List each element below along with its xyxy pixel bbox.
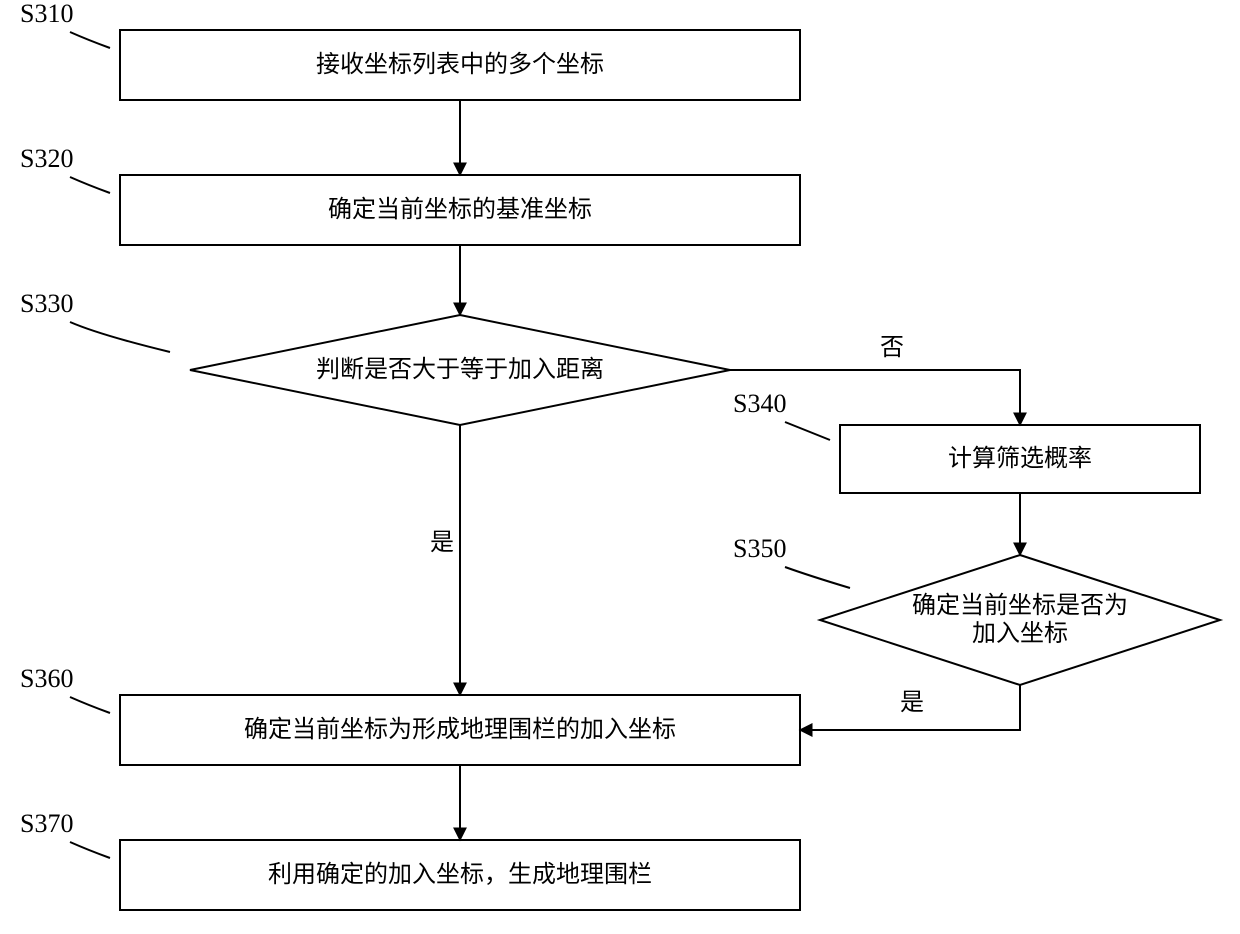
label-connector-s360: [70, 697, 110, 713]
step-label-s370: S370: [20, 809, 73, 838]
step-label-s330: S330: [20, 289, 73, 318]
node-text-s330: 判断是否大于等于加入距离: [316, 356, 604, 383]
node-s370: 利用确定的加入坐标，生成地理围栏 S370: [20, 809, 800, 910]
label-connector-s370: [70, 842, 110, 858]
node-s340: 计算筛选概率 S340: [733, 389, 1200, 493]
node-text-s360: 确定当前坐标为形成地理围栏的加入坐标: [244, 716, 676, 743]
flowchart-canvas: 接收坐标列表中的多个坐标 S310 确定当前坐标的基准坐标 S320 判断是否大于等于加…: [0, 0, 1240, 934]
label-connector-s330: [70, 322, 170, 352]
node-s350: 确定当前坐标是否为加入坐标S350: [733, 534, 1220, 685]
step-label-s340: S340: [733, 389, 786, 418]
node-s330: 判断是否大于等于加入距离 S330: [20, 289, 730, 425]
node-text-s310: 接收坐标列表中的多个坐标: [316, 51, 604, 78]
label-connector-s320: [70, 177, 110, 193]
step-label-s320: S320: [20, 144, 73, 173]
edge-label-s330-s360: 是: [430, 530, 454, 556]
label-connector-s310: [70, 32, 110, 48]
node-s360: 确定当前坐标为形成地理围栏的加入坐标 S360: [20, 664, 800, 765]
edge-label-s330-s340: 否: [880, 335, 904, 361]
node-text-s340: 计算筛选概率: [948, 445, 1092, 472]
label-connector-s350: [785, 567, 850, 588]
label-connector-s340: [785, 422, 830, 440]
edge-label-s350-s360: 是: [900, 690, 924, 716]
step-label-s350: S350: [733, 534, 786, 563]
node-s310: 接收坐标列表中的多个坐标 S310: [20, 0, 800, 100]
node-s320: 确定当前坐标的基准坐标 S320: [20, 144, 800, 245]
node-text-s320: 确定当前坐标的基准坐标: [328, 196, 592, 223]
node-text-s370: 利用确定的加入坐标，生成地理围栏: [268, 861, 652, 888]
step-label-s360: S360: [20, 664, 73, 693]
step-label-s310: S310: [20, 0, 73, 28]
